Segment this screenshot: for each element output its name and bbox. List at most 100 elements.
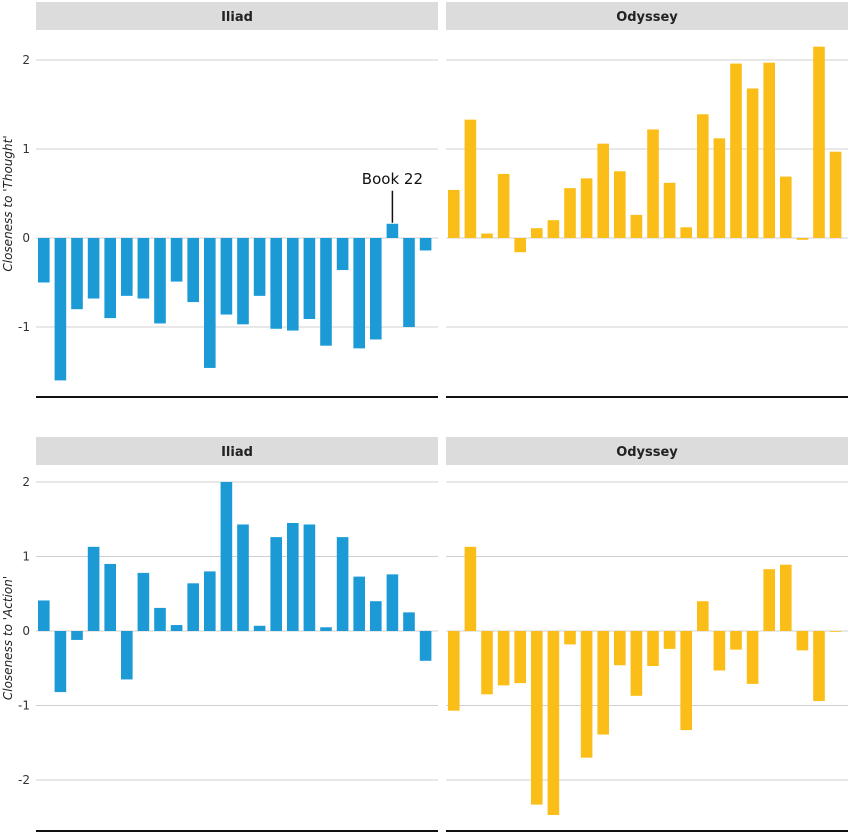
bar-book-22 — [796, 631, 809, 651]
bar-book-18 — [320, 238, 332, 346]
bar-book-13 — [237, 238, 249, 325]
bar-book-20 — [353, 238, 365, 349]
bar-book-8 — [564, 631, 576, 645]
facet-strip — [36, 437, 438, 465]
bar-book-2 — [464, 546, 477, 631]
bar-book-24 — [419, 238, 432, 251]
bar-book-14 — [253, 238, 266, 296]
bar-book-3 — [71, 631, 83, 640]
bar-book-18 — [730, 631, 742, 650]
bar-book-6 — [121, 238, 133, 296]
bar-book-23 — [813, 46, 825, 239]
bar-book-16 — [287, 522, 299, 631]
bar-book-1 — [448, 631, 460, 711]
bar-book-24 — [829, 631, 842, 632]
bar-book-9 — [170, 238, 183, 282]
bar-book-5 — [514, 238, 526, 253]
bar-book-23 — [403, 238, 415, 327]
bar-book-3 — [481, 233, 493, 238]
bar-book-11 — [204, 238, 216, 368]
bar-book-5 — [514, 631, 526, 684]
bar-book-19 — [336, 238, 349, 271]
bar-book-21 — [370, 238, 382, 340]
bar-book-21 — [370, 601, 382, 631]
bar-book-11 — [614, 631, 626, 666]
bar-book-18 — [730, 63, 742, 239]
bar-book-11 — [204, 571, 216, 631]
y-tick-label: -1 — [18, 320, 30, 334]
bar-book-10 — [187, 238, 199, 303]
y-tick-label: 2 — [22, 53, 30, 67]
y-axis-label: Closeness to 'Action' — [1, 576, 15, 700]
bar-book-21 — [780, 176, 792, 238]
bar-book-3 — [71, 238, 83, 310]
bar-book-14 — [253, 625, 266, 631]
bar-book-19 — [746, 88, 759, 238]
facet-label: Odyssey — [616, 10, 678, 25]
bar-book-13 — [237, 524, 249, 631]
bar-book-7 — [547, 631, 560, 816]
bar-book-4 — [497, 631, 510, 686]
facet-label: Odyssey — [616, 445, 678, 460]
bar-book-16 — [287, 238, 299, 331]
bar-book-15 — [270, 238, 282, 329]
facet-strip — [446, 2, 848, 30]
panel-top-right-odyssey: Odyssey — [446, 2, 848, 398]
bar-book-22 — [386, 223, 399, 238]
bar-book-13 — [647, 129, 659, 238]
bar-book-22 — [796, 238, 809, 240]
bar-book-17 — [303, 238, 316, 319]
bar-book-21 — [780, 564, 792, 631]
bar-book-4 — [497, 173, 510, 238]
bar-book-14 — [663, 182, 676, 238]
bar-book-15 — [680, 631, 692, 731]
bar-book-7 — [547, 220, 560, 238]
bar-book-23 — [813, 631, 825, 702]
bar-book-20 — [763, 569, 775, 631]
y-tick-label: 1 — [22, 142, 30, 156]
bar-book-16 — [697, 601, 709, 631]
bar-book-1 — [38, 600, 50, 631]
bar-book-24 — [419, 631, 432, 661]
bar-book-6 — [531, 631, 543, 805]
facet-strip — [446, 437, 848, 465]
bar-book-5 — [104, 563, 116, 631]
bar-book-2 — [54, 238, 67, 381]
bar-book-10 — [597, 631, 609, 735]
annotation-label: Book 22 — [362, 170, 423, 188]
facet-label: Iliad — [221, 10, 253, 25]
bar-book-17 — [713, 138, 726, 238]
bar-book-12 — [630, 214, 643, 238]
bar-book-17 — [303, 524, 316, 631]
bar-book-3 — [481, 631, 493, 695]
bar-book-6 — [531, 228, 543, 238]
bar-book-4 — [87, 546, 100, 631]
bar-book-11 — [614, 171, 626, 238]
bar-book-17 — [713, 631, 726, 671]
y-tick-label: -2 — [18, 773, 30, 787]
bar-book-15 — [270, 537, 282, 631]
panel-bottom-right-odyssey: Odyssey — [446, 437, 848, 832]
bar-book-15 — [680, 227, 692, 238]
bar-book-16 — [697, 114, 709, 238]
facet-strip — [36, 2, 438, 30]
bar-book-7 — [137, 238, 150, 299]
y-tick-label: -1 — [18, 699, 30, 713]
bar-book-2 — [464, 119, 477, 238]
bar-book-18 — [320, 627, 332, 631]
bar-book-2 — [54, 631, 67, 693]
y-tick-label: 0 — [22, 624, 30, 638]
bar-book-20 — [763, 62, 775, 238]
bar-book-4 — [87, 238, 100, 299]
bar-book-5 — [104, 238, 116, 319]
bar-book-9 — [580, 178, 593, 238]
bar-book-1 — [448, 189, 460, 238]
y-tick-label: 1 — [22, 550, 30, 564]
bar-book-8 — [154, 607, 166, 631]
bar-book-6 — [121, 631, 133, 680]
bar-book-10 — [187, 583, 199, 631]
y-axis-label: Closeness to 'Thought' — [1, 135, 15, 271]
y-tick-label: 0 — [22, 231, 30, 245]
facet-label: Iliad — [221, 445, 253, 460]
